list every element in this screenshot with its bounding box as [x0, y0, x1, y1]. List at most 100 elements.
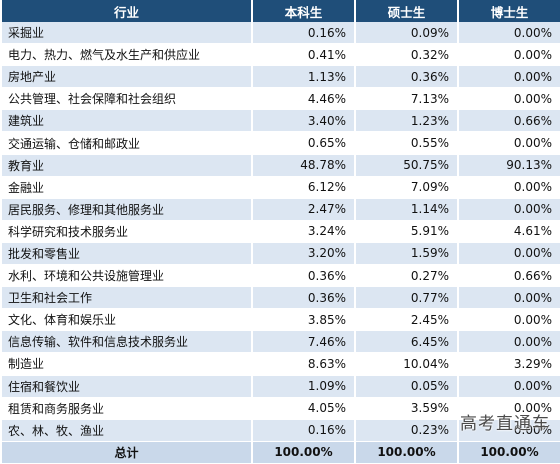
cell-doctor: 0.00% — [459, 132, 560, 155]
cell-industry: 金融业 — [2, 176, 251, 199]
cell-doctor: 0.00% — [459, 242, 560, 266]
cell-master: 0.23% — [356, 419, 457, 442]
cell-industry: 公共管理、社会保障和社会组织 — [2, 88, 251, 111]
cell-master: 0.09% — [356, 22, 457, 45]
cell-industry: 卫生和社会工作 — [2, 287, 251, 310]
header-row: 行业 本科生 硕士生 博士生 — [2, 0, 560, 22]
cell-industry: 租赁和商务服务业 — [2, 397, 251, 420]
cell-industry: 教育业 — [2, 154, 251, 177]
cell-industry: 房地产业 — [2, 66, 251, 89]
cell-bachelor: 3.24% — [253, 220, 354, 243]
cell-master: 0.05% — [356, 375, 457, 398]
cell-industry: 建筑业 — [2, 110, 251, 133]
table-row: 农、林、牧、渔业 0.16% 0.23% 0.00% — [2, 419, 560, 442]
cell-doctor: 0.66% — [459, 265, 560, 288]
header-bachelor: 本科生 — [253, 0, 354, 22]
cell-master: 1.14% — [356, 198, 457, 221]
cell-industry: 信息传输、软件和信息技术服务业 — [2, 331, 251, 354]
cell-bachelor: 3.40% — [253, 110, 354, 133]
cell-industry: 文化、体育和娱乐业 — [2, 309, 251, 332]
cell-bachelor: 3.20% — [253, 242, 354, 266]
table-row: 房地产业 1.13% 0.36% 0.00% — [2, 66, 560, 89]
total-value: 100.00% — [356, 441, 457, 464]
cell-master: 0.32% — [356, 44, 457, 67]
cell-doctor: 0.00% — [459, 44, 560, 67]
total-value: 100.00% — [253, 441, 354, 464]
cell-master: 7.13% — [356, 88, 457, 111]
table-row: 交通运输、仓储和邮政业 0.65% 0.55% 0.00% — [2, 132, 560, 155]
cell-bachelor: 1.13% — [253, 66, 354, 89]
cell-bachelor: 48.78% — [253, 154, 354, 177]
cell-master: 0.77% — [356, 287, 457, 310]
cell-master: 3.59% — [356, 397, 457, 420]
cell-doctor: 0.00% — [459, 309, 560, 332]
cell-master: 0.27% — [356, 265, 457, 288]
table-row: 教育业 48.78% 50.75% 90.13% — [2, 154, 560, 177]
cell-master: 5.91% — [356, 220, 457, 243]
cell-doctor: 4.61% — [459, 220, 560, 243]
cell-bachelor: 8.63% — [253, 353, 354, 376]
cell-industry: 科学研究和技术服务业 — [2, 220, 251, 243]
table-body: 采掘业 0.16% 0.09% 0.00% 电力、热力、燃气及水生产和供应业 0.41% 0… — [2, 22, 560, 464]
cell-bachelor: 2.47% — [253, 198, 354, 221]
cell-industry: 交通运输、仓储和邮政业 — [2, 132, 251, 155]
cell-doctor: 0.66% — [459, 110, 560, 133]
cell-doctor: 0.00% — [459, 287, 560, 310]
total-row: 总计 100.00% 100.00% 100.00% — [2, 441, 560, 464]
cell-master: 1.59% — [356, 242, 457, 266]
cell-doctor: 0.00% — [459, 419, 560, 442]
table-row: 公共管理、社会保障和社会组织 4.46% 7.13% 0.00% — [2, 88, 560, 111]
table-row: 金融业 6.12% 7.09% 0.00% — [2, 176, 560, 199]
cell-master: 6.45% — [356, 331, 457, 354]
cell-doctor: 0.00% — [459, 198, 560, 221]
cell-master: 10.04% — [356, 353, 457, 376]
table-row: 居民服务、修理和其他服务业 2.47% 1.14% 0.00% — [2, 198, 560, 221]
cell-industry: 水利、环境和公共设施管理业 — [2, 265, 251, 288]
table-row: 批发和零售业 3.20% 1.59% 0.00% — [2, 242, 560, 266]
table-row: 信息传输、软件和信息技术服务业 7.46% 6.45% 0.00% — [2, 331, 560, 354]
table-row: 科学研究和技术服务业 3.24% 5.91% 4.61% — [2, 220, 560, 243]
cell-bachelor: 0.65% — [253, 132, 354, 155]
cell-bachelor: 4.05% — [253, 397, 354, 420]
cell-industry: 住宿和餐饮业 — [2, 375, 251, 398]
cell-bachelor: 4.46% — [253, 88, 354, 111]
cell-doctor: 0.00% — [459, 176, 560, 199]
table-row: 电力、热力、燃气及水生产和供应业 0.41% 0.32% 0.00% — [2, 44, 560, 67]
header-master: 硕士生 — [356, 0, 457, 22]
table-row: 制造业 8.63% 10.04% 3.29% — [2, 353, 560, 376]
cell-industry: 居民服务、修理和其他服务业 — [2, 198, 251, 221]
table-row: 住宿和餐饮业 1.09% 0.05% 0.00% — [2, 375, 560, 398]
cell-doctor: 3.29% — [459, 353, 560, 376]
cell-industry: 电力、热力、燃气及水生产和供应业 — [2, 44, 251, 67]
cell-doctor: 0.00% — [459, 22, 560, 45]
table-header: 行业 本科生 硕士生 博士生 — [2, 0, 560, 22]
cell-doctor: 0.00% — [459, 66, 560, 89]
cell-bachelor: 0.16% — [253, 22, 354, 45]
watermark-text: 高考直通车 — [460, 414, 550, 434]
cell-bachelor: 0.36% — [253, 287, 354, 310]
cell-doctor: 0.00% — [459, 397, 560, 420]
cell-bachelor: 3.85% — [253, 309, 354, 332]
table-row: 水利、环境和公共设施管理业 0.36% 0.27% 0.66% — [2, 265, 560, 288]
cell-master: 2.45% — [356, 309, 457, 332]
table-row: 租赁和商务服务业 4.05% 3.59% 0.00% — [2, 397, 560, 420]
cell-bachelor: 6.12% — [253, 176, 354, 199]
cell-master: 0.55% — [356, 132, 457, 155]
cell-master: 50.75% — [356, 154, 457, 177]
cell-bachelor: 0.16% — [253, 419, 354, 442]
cell-master: 1.23% — [356, 110, 457, 133]
cell-master: 0.36% — [356, 66, 457, 89]
cell-doctor: 0.00% — [459, 375, 560, 398]
cell-industry: 批发和零售业 — [2, 242, 251, 266]
cell-doctor: 90.13% — [459, 154, 560, 177]
cell-bachelor: 7.46% — [253, 331, 354, 354]
cell-industry: 制造业 — [2, 353, 251, 376]
table-row: 建筑业 3.40% 1.23% 0.66% — [2, 110, 560, 133]
table-row: 采掘业 0.16% 0.09% 0.00% — [2, 22, 560, 45]
total-value: 100.00% — [459, 441, 560, 464]
cell-doctor: 0.00% — [459, 88, 560, 111]
cell-bachelor: 1.09% — [253, 375, 354, 398]
header-doctor: 博士生 — [459, 0, 560, 22]
